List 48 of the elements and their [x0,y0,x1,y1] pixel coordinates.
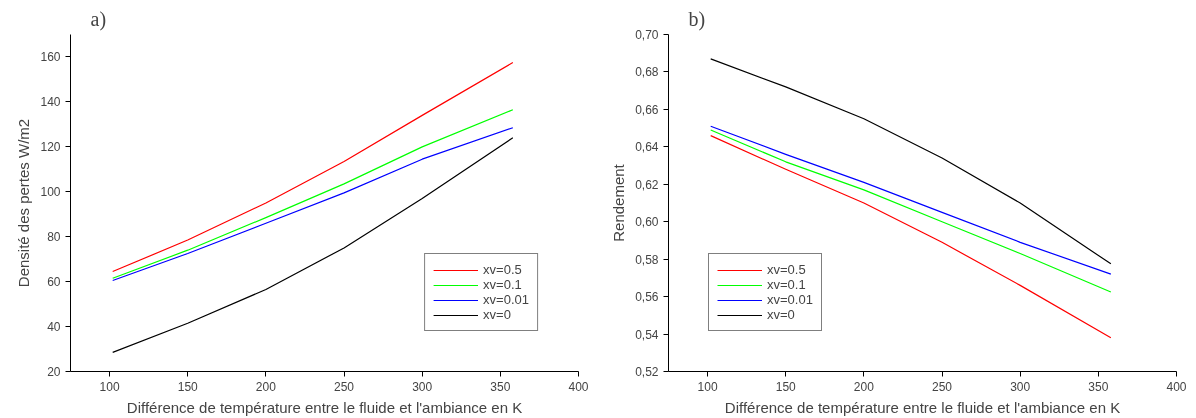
y-tick-label: 40 [47,320,61,335]
x-tick-label: 300 [412,379,433,394]
y-tick-label: 0,64 [635,140,659,155]
y-tick-label: 0,58 [635,252,659,267]
y-tick-label: 0,52 [635,365,659,379]
y-tick-label: 0,56 [635,290,659,305]
x-tick-label: 400 [1166,379,1187,394]
legend-label: xv=0 [483,307,511,322]
x-tick-label: 150 [775,379,797,394]
x-tick-label: 250 [932,379,953,394]
x-tick-label: 350 [1088,379,1109,394]
y-axis-title: Rendement [610,163,628,242]
x-tick-label: 250 [334,379,355,394]
y-tick-label: 20 [47,365,61,379]
legend-label: xv=0.01 [483,292,529,307]
y-tick-label: 100 [40,185,61,200]
legend-label: xv=0.1 [767,277,806,292]
x-tick-label: 150 [177,379,199,394]
y-tick-label: 0,70 [635,28,659,42]
x-tick-label: 100 [697,379,718,394]
x-tick-label: 100 [99,379,120,394]
x-tick-label: 200 [853,379,875,394]
y-tick-label: 80 [47,230,61,245]
legend-label: xv=0.5 [767,262,806,277]
x-axis-title: Différence de température entre le fluide et l'ambiance en K [126,398,523,416]
y-tick-label: 0,68 [635,65,659,80]
y-tick-label: 140 [40,95,61,110]
line-series [710,135,1112,339]
chart-title: b) [688,7,706,31]
legend-label: xv=0.5 [483,262,522,277]
y-tick-label: 0,60 [635,215,659,230]
y-tick-label: 160 [40,50,61,65]
x-tick-label: 200 [255,379,277,394]
legend-label: xv=0 [767,307,795,322]
x-tick-label: 300 [1010,379,1031,394]
y-tick-label: 60 [47,275,61,290]
y-tick-label: 0,54 [635,327,659,342]
y-tick-label: 0,62 [635,177,659,192]
legend-label: xv=0.01 [767,292,813,307]
x-tick-label: 400 [568,379,589,394]
y-axis-title: Densité des pertes W/m2 [15,118,33,288]
y-tick-label: 0,66 [635,102,659,117]
chart-title: a) [90,7,107,31]
line-series [710,58,1112,265]
legend-label: xv=0.1 [483,277,522,292]
y-tick-label: 120 [40,140,61,155]
x-tick-label: 350 [490,379,511,394]
x-axis-title: Différence de température entre le fluide et l'ambiance en K [724,398,1121,416]
